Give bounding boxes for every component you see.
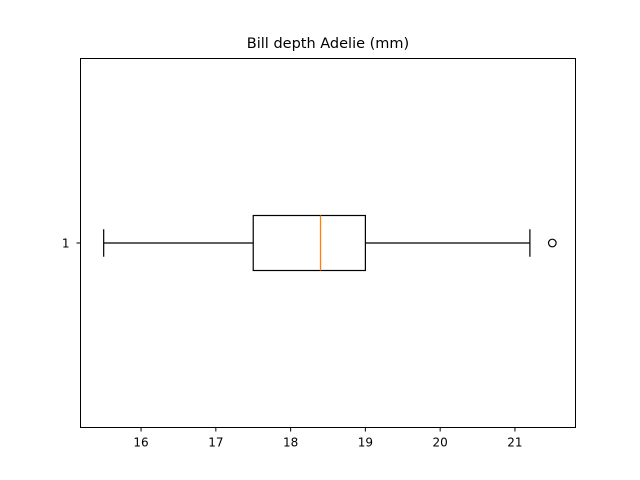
y-tick-label: 1 <box>62 237 70 251</box>
outlier-point <box>547 238 557 248</box>
x-tick-label: 18 <box>283 436 298 450</box>
x-tick-label: 21 <box>507 436 522 450</box>
x-tick-label: 17 <box>208 436 223 450</box>
box-group <box>103 214 557 272</box>
x-axis: 16 17 18 19 20 21 <box>133 427 523 450</box>
x-tick-label: 19 <box>358 436 373 450</box>
y-axis: 1 <box>62 237 81 251</box>
x-tick-label: 20 <box>433 436 448 450</box>
x-tick-label: 16 <box>133 436 148 450</box>
iqr-box <box>252 214 366 272</box>
chart-title: Bill depth Adelie (mm) <box>247 36 409 52</box>
